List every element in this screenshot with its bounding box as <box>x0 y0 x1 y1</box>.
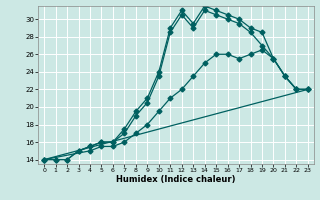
X-axis label: Humidex (Indice chaleur): Humidex (Indice chaleur) <box>116 175 236 184</box>
